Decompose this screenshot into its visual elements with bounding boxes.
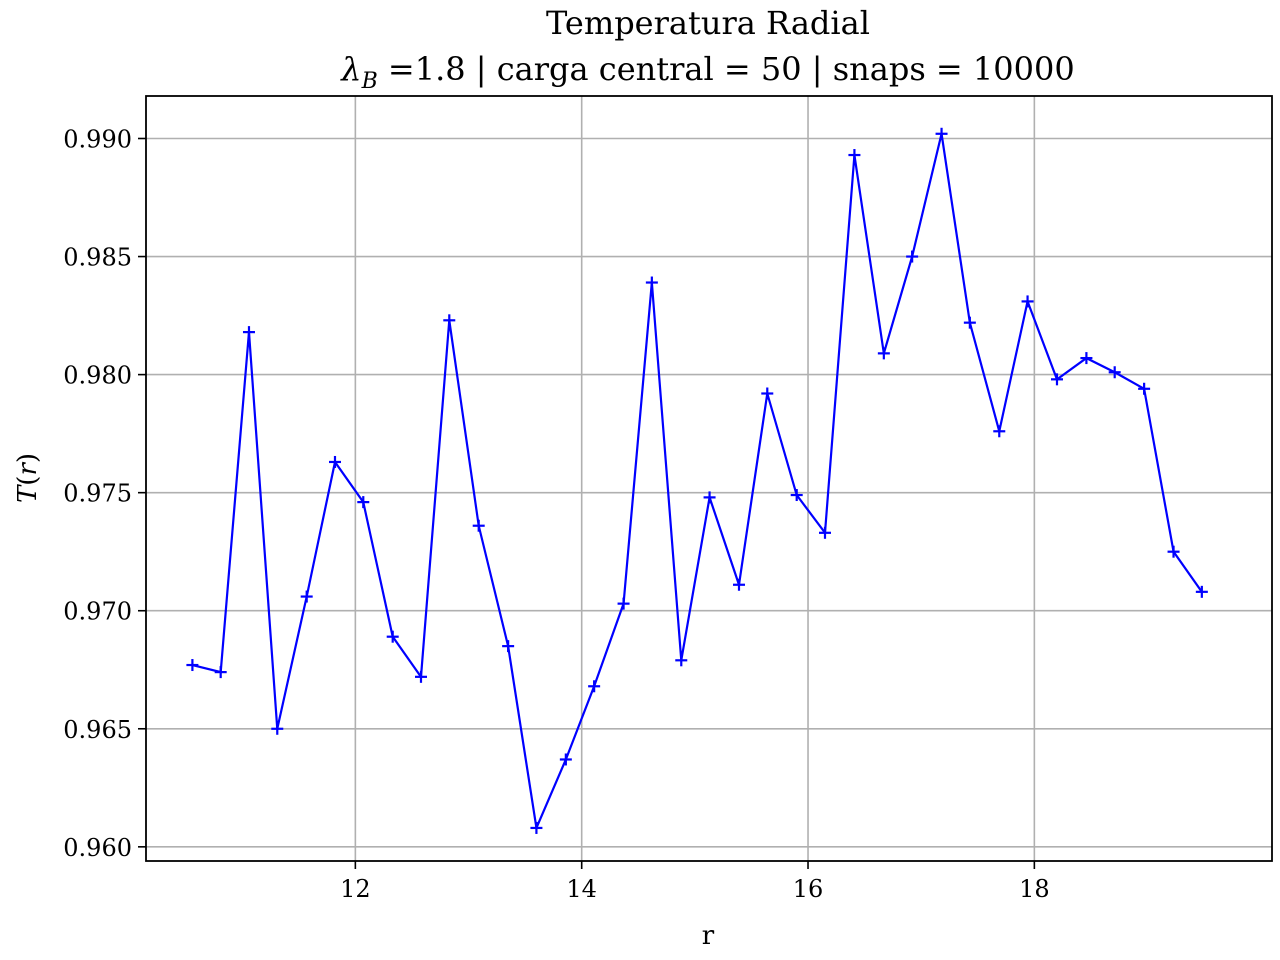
data-point bbox=[242, 326, 255, 339]
data-point bbox=[993, 425, 1006, 438]
data-point bbox=[645, 276, 658, 289]
data-point bbox=[328, 455, 341, 468]
data-point bbox=[271, 722, 284, 735]
tick-labels: 12 14 16 18 0.960 0.965 0.970 0.975 0.980 0.985 0.… bbox=[63, 126, 1049, 904]
x-axis-label: r bbox=[702, 921, 715, 951]
x-tick-label: 18 bbox=[1019, 875, 1050, 903]
data-point bbox=[186, 659, 199, 672]
y-tick-label: 0.960 bbox=[63, 834, 132, 862]
y-tick-label: 0.990 bbox=[63, 126, 132, 154]
data-point bbox=[1138, 382, 1151, 395]
data-point bbox=[530, 821, 543, 834]
data-point bbox=[790, 489, 803, 502]
data-point bbox=[617, 597, 630, 610]
data-point bbox=[935, 127, 948, 140]
y-tick-label: 0.985 bbox=[63, 244, 132, 272]
y-tick-label: 0.965 bbox=[63, 716, 132, 744]
data-point bbox=[703, 491, 716, 504]
ylabel-arg: r bbox=[13, 462, 43, 476]
data-point bbox=[1050, 373, 1063, 386]
tick-marks bbox=[138, 137, 1036, 869]
data-point bbox=[906, 250, 919, 263]
data-point bbox=[963, 316, 976, 329]
data-point bbox=[848, 149, 861, 162]
y-axis-label: T(r) bbox=[13, 453, 43, 503]
series-layer bbox=[186, 127, 1208, 834]
series-line bbox=[192, 133, 1203, 832]
data-point bbox=[386, 630, 399, 643]
ylabel-open: ( bbox=[13, 476, 43, 486]
data-point bbox=[414, 670, 427, 683]
grid-lines bbox=[146, 96, 1272, 861]
subtitle-symbol: λ bbox=[339, 50, 361, 88]
data-point bbox=[1021, 295, 1034, 308]
data-point bbox=[1195, 585, 1208, 598]
chart-subtitle: λB =1.8 | carga central = 50 | snaps = 1… bbox=[339, 50, 1074, 94]
y-tick-label: 0.970 bbox=[63, 598, 132, 626]
x-tick-label: 12 bbox=[340, 875, 371, 903]
y-tick-label: 0.975 bbox=[63, 480, 132, 508]
data-point bbox=[675, 654, 688, 667]
data-point bbox=[761, 387, 774, 400]
plot-frame bbox=[145, 95, 1273, 862]
y-tick-label: 0.980 bbox=[63, 362, 132, 390]
data-point bbox=[1108, 366, 1121, 379]
data-point bbox=[1080, 352, 1093, 365]
data-point bbox=[472, 519, 485, 532]
data-point bbox=[357, 496, 370, 509]
data-point bbox=[443, 314, 456, 327]
data-point bbox=[1167, 545, 1180, 558]
data-point bbox=[214, 666, 227, 679]
data-point bbox=[502, 640, 515, 653]
x-tick-label: 14 bbox=[566, 875, 597, 903]
chart-title: Temperatura Radial bbox=[546, 4, 870, 42]
data-point bbox=[732, 578, 745, 591]
subtitle-subscript: B bbox=[361, 69, 378, 94]
subtitle-rest: =1.8 | carga central = 50 | snaps = 1000… bbox=[378, 50, 1075, 88]
data-point bbox=[559, 753, 572, 766]
data-point bbox=[300, 590, 313, 603]
data-point bbox=[588, 680, 601, 693]
ylabel-close: ) bbox=[13, 453, 43, 463]
data-point bbox=[818, 526, 831, 539]
data-point bbox=[877, 347, 890, 360]
x-tick-label: 16 bbox=[793, 875, 824, 903]
ylabel-var: T bbox=[13, 484, 43, 503]
